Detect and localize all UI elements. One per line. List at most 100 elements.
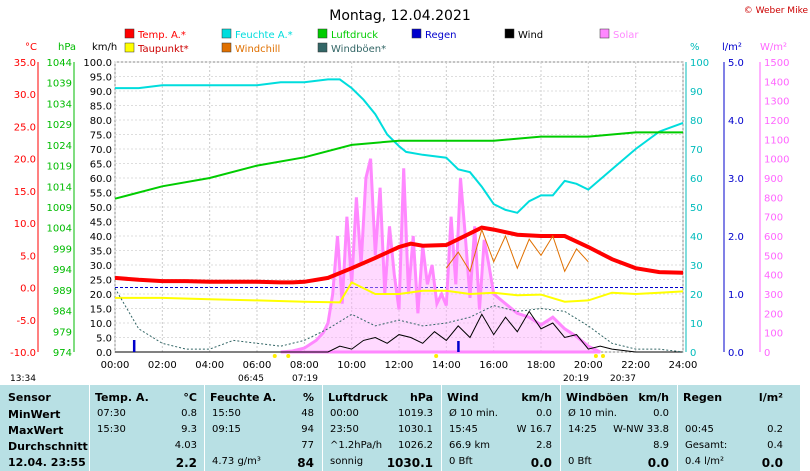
table-cell-value: 77: [301, 440, 314, 451]
solar-tick-label: 200: [764, 309, 783, 320]
column-divider: [322, 385, 323, 471]
humidity-tick-label: 40: [690, 232, 703, 243]
rain-bar: [457, 341, 460, 352]
table-cell-value: 94: [301, 424, 314, 435]
table-header-unit: l/m²: [758, 391, 783, 404]
table-cell-value: 84: [297, 456, 314, 470]
wind-tick-label: 5.0: [96, 334, 112, 345]
x-tick-label: 22:00: [621, 360, 650, 371]
table-cell-note: Ø 10 min.: [449, 408, 498, 419]
solar-tick-label: 1400: [764, 77, 789, 88]
time-marker-dot: [286, 354, 291, 358]
temp-tick-label: 35.0: [14, 58, 36, 69]
solar-tick-label: 1500: [764, 58, 789, 69]
wind-tick-label: 25.0: [90, 276, 112, 287]
table-cell-note: ^1.2hPa/h: [330, 440, 383, 451]
column-divider: [89, 385, 90, 471]
table-header: Feuchte A.: [210, 391, 277, 404]
chart-credit: © Weber Mike: [744, 6, 809, 16]
table-header: Regen: [683, 391, 723, 404]
x-tick-label: 06:00: [243, 360, 272, 371]
time-marker-dot: [593, 354, 598, 358]
legend-label: Feuchte A.*: [235, 30, 293, 41]
pressure-tick-label: 1009: [47, 203, 72, 214]
table-cell-note: 00:45: [685, 424, 714, 435]
legend-label: Solar: [613, 30, 639, 41]
pressure-tick-label: 1029: [47, 120, 72, 131]
humidity-tick-label: 90: [690, 87, 703, 98]
table-cell-value: 2.8: [536, 440, 552, 451]
legend-swatch: [599, 28, 610, 39]
pressure-tick-label: 994: [53, 265, 72, 276]
solar-tick-label: 1100: [764, 135, 789, 146]
rain-tick-label: 1.0: [728, 290, 744, 301]
table-cell-note: Gesamt:: [685, 440, 728, 451]
wind-tick-label: 55.0: [90, 189, 112, 200]
table-cell-note: 00:00: [330, 408, 359, 419]
x-tick-label: 12:00: [385, 360, 414, 371]
temp-axis-unit: °C: [25, 42, 37, 53]
series-line-wind: [115, 310, 683, 353]
solar-tick-label: 900: [764, 174, 783, 185]
table-cell-value: 0.0: [761, 456, 783, 470]
wind-tick-label: 15.0: [90, 305, 112, 316]
wind-tick-label: 70.0: [90, 145, 112, 156]
table-cell-note: 09:15: [212, 424, 241, 435]
solar-tick-label: 400: [764, 271, 783, 282]
wind-tick-label: 90.0: [90, 87, 112, 98]
table-cell-value: W 16.7: [516, 424, 552, 435]
pressure-tick-label: 1014: [47, 182, 72, 193]
series-line-taupunkt-: [115, 281, 684, 304]
x-tick-label: 00:00: [101, 360, 130, 371]
solar-tick-label: 800: [764, 193, 783, 204]
time-marker-dot: [272, 354, 277, 358]
x-tick-label: 18:00: [527, 360, 556, 371]
wind-tick-label: 60.0: [90, 174, 112, 185]
pressure-tick-label: 984: [53, 307, 72, 318]
wind-tick-label: 100.0: [83, 58, 112, 69]
table-cell-value: 8.9: [653, 440, 669, 451]
pressure-tick-label: 989: [53, 286, 72, 297]
table-cell-note: 14:25: [568, 424, 597, 435]
table-cell-note: 15:50: [212, 408, 241, 419]
pressure-tick-label: 979: [53, 327, 72, 338]
humidity-tick-label: 20: [690, 290, 703, 301]
stats-table: Sensor Temp. A. °C Feuchte A.% Luftdruck hPa W…: [0, 385, 800, 471]
pressure-tick-label: 1034: [47, 99, 72, 110]
temp-tick-label: 15.0: [14, 187, 36, 198]
legend-label: Windböen*: [331, 44, 386, 55]
weather-chart: Montag, 12.04.2021 © Weber Mike °C 35.0 30…: [10, 6, 809, 384]
wind-tick-label: 85.0: [90, 102, 112, 113]
table-header: Luftdruck: [328, 391, 388, 404]
table-cell-note: 66.9 km: [449, 440, 490, 451]
table-cell-value: 4.03: [174, 440, 197, 451]
pressure-tick-label: 1019: [47, 162, 72, 173]
solar-tick-label: 700: [764, 213, 783, 224]
humidity-tick-label: 100: [690, 58, 709, 69]
solar-tick-label: 1300: [764, 97, 789, 108]
table-cell-note: Ø 10 min.: [568, 408, 617, 419]
legend-label: Luftdruck: [331, 30, 378, 41]
time-marker-label: 07:19: [292, 374, 318, 384]
time-marker-label: 20:19: [563, 374, 589, 384]
table-cell-value: 0.8: [181, 408, 197, 419]
temp-tick-label: -5.0: [16, 316, 36, 327]
table-cell-value: 0.2: [767, 424, 783, 435]
temp-tick-label: 0.0: [20, 284, 36, 295]
pressure-tick-label: 1004: [47, 224, 72, 235]
table-cell-note: 23:50: [330, 424, 359, 435]
chart-title: Montag, 12.04.2021: [329, 8, 471, 24]
table-header: Temp. A.: [95, 391, 149, 404]
table-cell-value: 0.0: [653, 408, 669, 419]
table-row-label: MinWert: [8, 408, 61, 421]
solar-tick-label: 600: [764, 232, 783, 243]
table-header: Wind: [447, 391, 479, 404]
table-row-label: MaxWert: [8, 424, 64, 437]
table-header-unit: km/h: [521, 391, 552, 404]
solar-tick-label: 1000: [764, 155, 789, 166]
legend-label: Wind: [518, 30, 543, 41]
wind-tick-label: 35.0: [90, 247, 112, 258]
x-tick-label: 02:00: [148, 360, 177, 371]
legend-label: Temp. A.*: [137, 30, 186, 41]
table-cell-value: 9.3: [181, 424, 197, 435]
